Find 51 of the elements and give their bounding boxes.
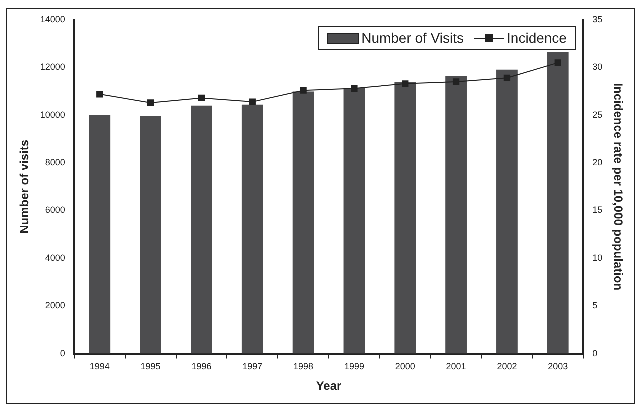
y-tick-label: 0 <box>60 348 66 358</box>
bar <box>242 104 264 354</box>
x-tick-label: 2001 <box>446 362 466 372</box>
bar <box>140 116 162 354</box>
bar <box>547 52 569 354</box>
y2-tick-label: 30 <box>592 62 603 72</box>
bar <box>496 70 518 354</box>
legend-label: Incidence <box>507 30 567 46</box>
y2-tick-label: 10 <box>592 252 603 263</box>
x-tick-label: 2002 <box>497 362 518 372</box>
x-tick-label: 1997 <box>242 362 263 372</box>
y-tick-label: 2000 <box>45 300 66 311</box>
point <box>351 85 358 92</box>
point <box>249 98 256 106</box>
y-tick-label: 14000 <box>40 14 66 24</box>
x-tick-label: 1994 <box>90 362 110 372</box>
y-tick-label: 8000 <box>45 158 66 168</box>
point <box>96 91 104 98</box>
y2-axis-title: Incidence rate per 10,000 population <box>611 83 626 291</box>
bar <box>344 88 366 354</box>
y-tick-label: 6000 <box>45 205 66 216</box>
x-tick-label: 1995 <box>140 362 161 372</box>
y-tick-label: 12000 <box>40 62 66 72</box>
x-tick-label: 2000 <box>395 362 416 372</box>
y2-tick-label: 5 <box>592 300 598 311</box>
point <box>147 100 154 106</box>
x-axis-title: Year <box>316 379 342 394</box>
point <box>452 78 460 86</box>
point <box>198 94 206 102</box>
x-tick-label: 1998 <box>294 362 314 372</box>
y2-tick-label: 25 <box>592 110 603 120</box>
bar <box>191 106 212 354</box>
y-tick-label: 10000 <box>40 110 66 120</box>
y2-tick-label: 0 <box>592 348 598 358</box>
x-tick-label: 1999 <box>344 362 364 372</box>
bar <box>394 82 416 354</box>
x-tick-label: 2003 <box>548 362 568 372</box>
point <box>300 87 307 94</box>
y2-tick-label: 20 <box>592 158 603 168</box>
point <box>402 80 409 88</box>
bar <box>446 76 467 354</box>
legend-label: Number of Visits <box>362 30 464 46</box>
y2-tick-label: 35 <box>592 14 603 24</box>
y-axis-title: Number of visits <box>18 140 32 234</box>
point <box>554 60 562 66</box>
y-tick-label: 4000 <box>45 252 66 263</box>
bar <box>89 115 111 354</box>
y2-tick-label: 15 <box>592 205 603 216</box>
bar <box>292 92 314 354</box>
x-tick-label: 1996 <box>192 362 212 372</box>
point <box>504 74 511 82</box>
